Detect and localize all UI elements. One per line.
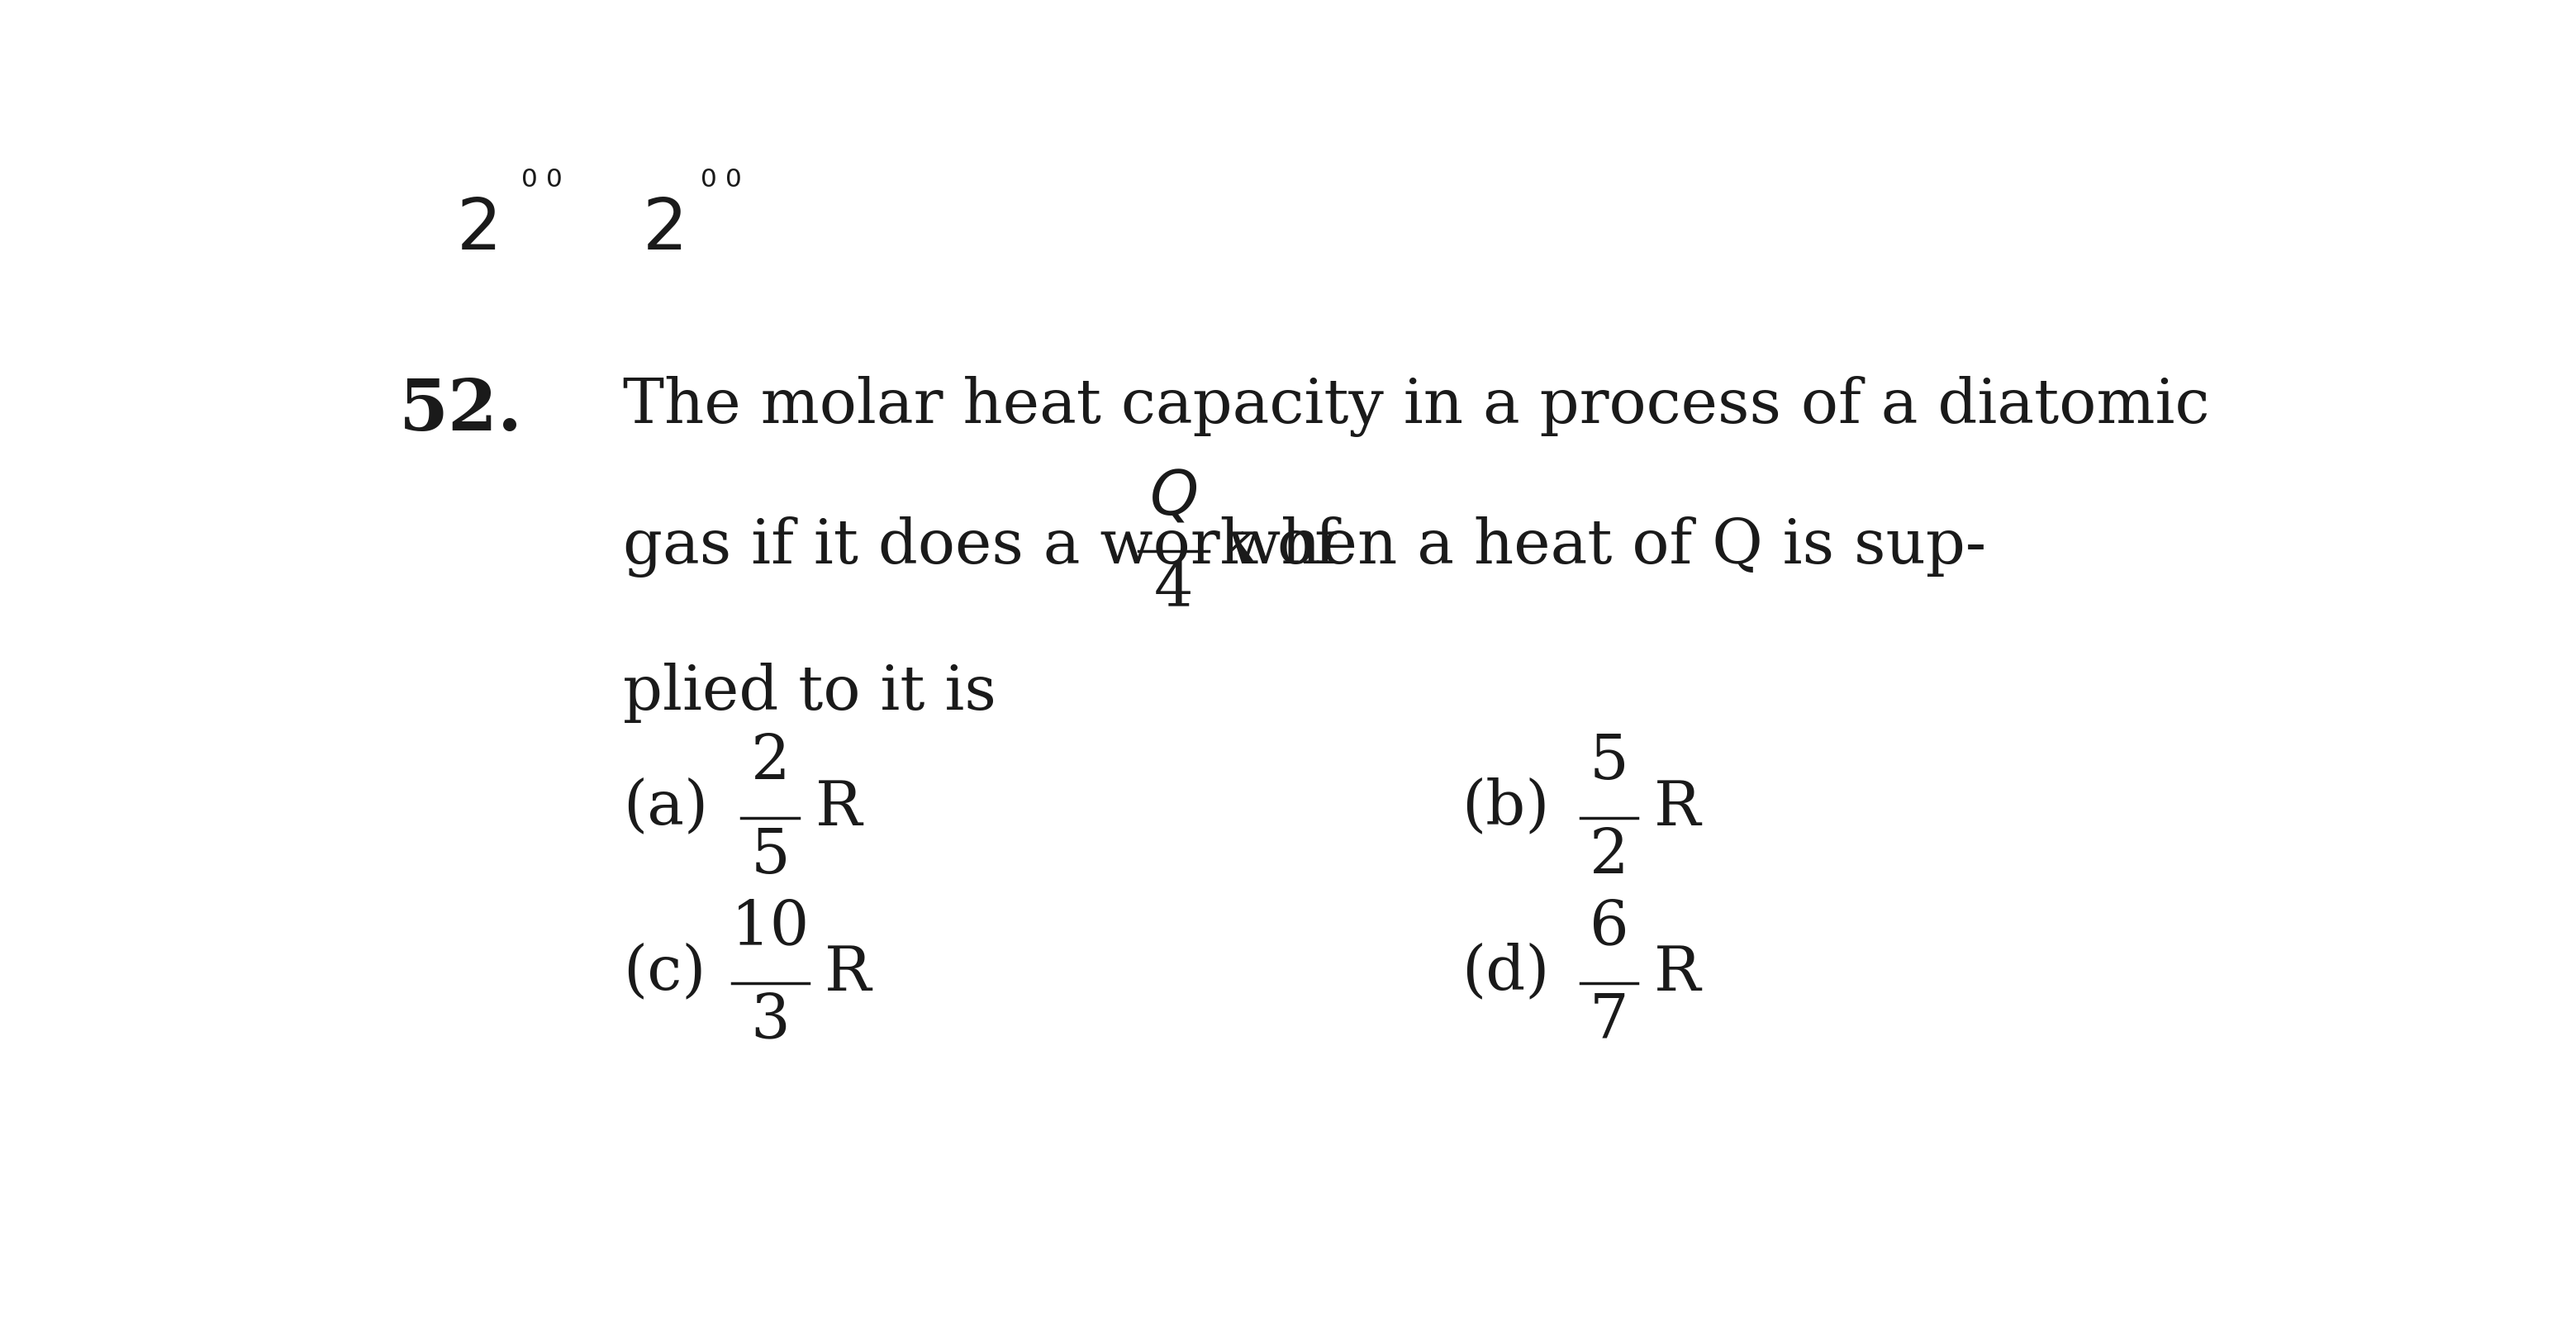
Text: R: R (814, 779, 863, 839)
Text: The molar heat capacity in a process of a diatomic: The molar heat capacity in a process of … (623, 377, 2210, 437)
Text: R: R (1654, 944, 1700, 1004)
Text: ${}^{0\ 0}$: ${}^{0\ 0}$ (520, 172, 562, 206)
Text: 52.: 52. (399, 377, 523, 446)
Text: when a heat of Q is sup-: when a heat of Q is sup- (1229, 516, 1986, 576)
Text: 2: 2 (750, 732, 791, 793)
Text: 5: 5 (1589, 732, 1628, 793)
Text: (c): (c) (623, 942, 706, 1002)
Text: 3: 3 (750, 992, 791, 1051)
Text: 4: 4 (1154, 559, 1193, 619)
Text: ${}^{0\ 0}$: ${}^{0\ 0}$ (701, 172, 742, 206)
Text: R: R (824, 944, 871, 1004)
Text: 10: 10 (732, 898, 809, 958)
Text: (a): (a) (623, 777, 708, 837)
Text: $Q$: $Q$ (1149, 467, 1198, 527)
Text: plied to it is: plied to it is (623, 663, 997, 723)
Text: $2$: $2$ (456, 194, 497, 264)
Text: gas if it does a work of: gas if it does a work of (623, 516, 1337, 578)
Text: (b): (b) (1461, 777, 1551, 837)
Text: 7: 7 (1589, 992, 1628, 1051)
Text: 5: 5 (750, 825, 791, 886)
Text: 6: 6 (1589, 898, 1628, 958)
Text: R: R (1654, 779, 1700, 839)
Text: (d): (d) (1461, 942, 1551, 1002)
Text: 2: 2 (1589, 825, 1628, 886)
Text: $2$: $2$ (641, 194, 683, 264)
